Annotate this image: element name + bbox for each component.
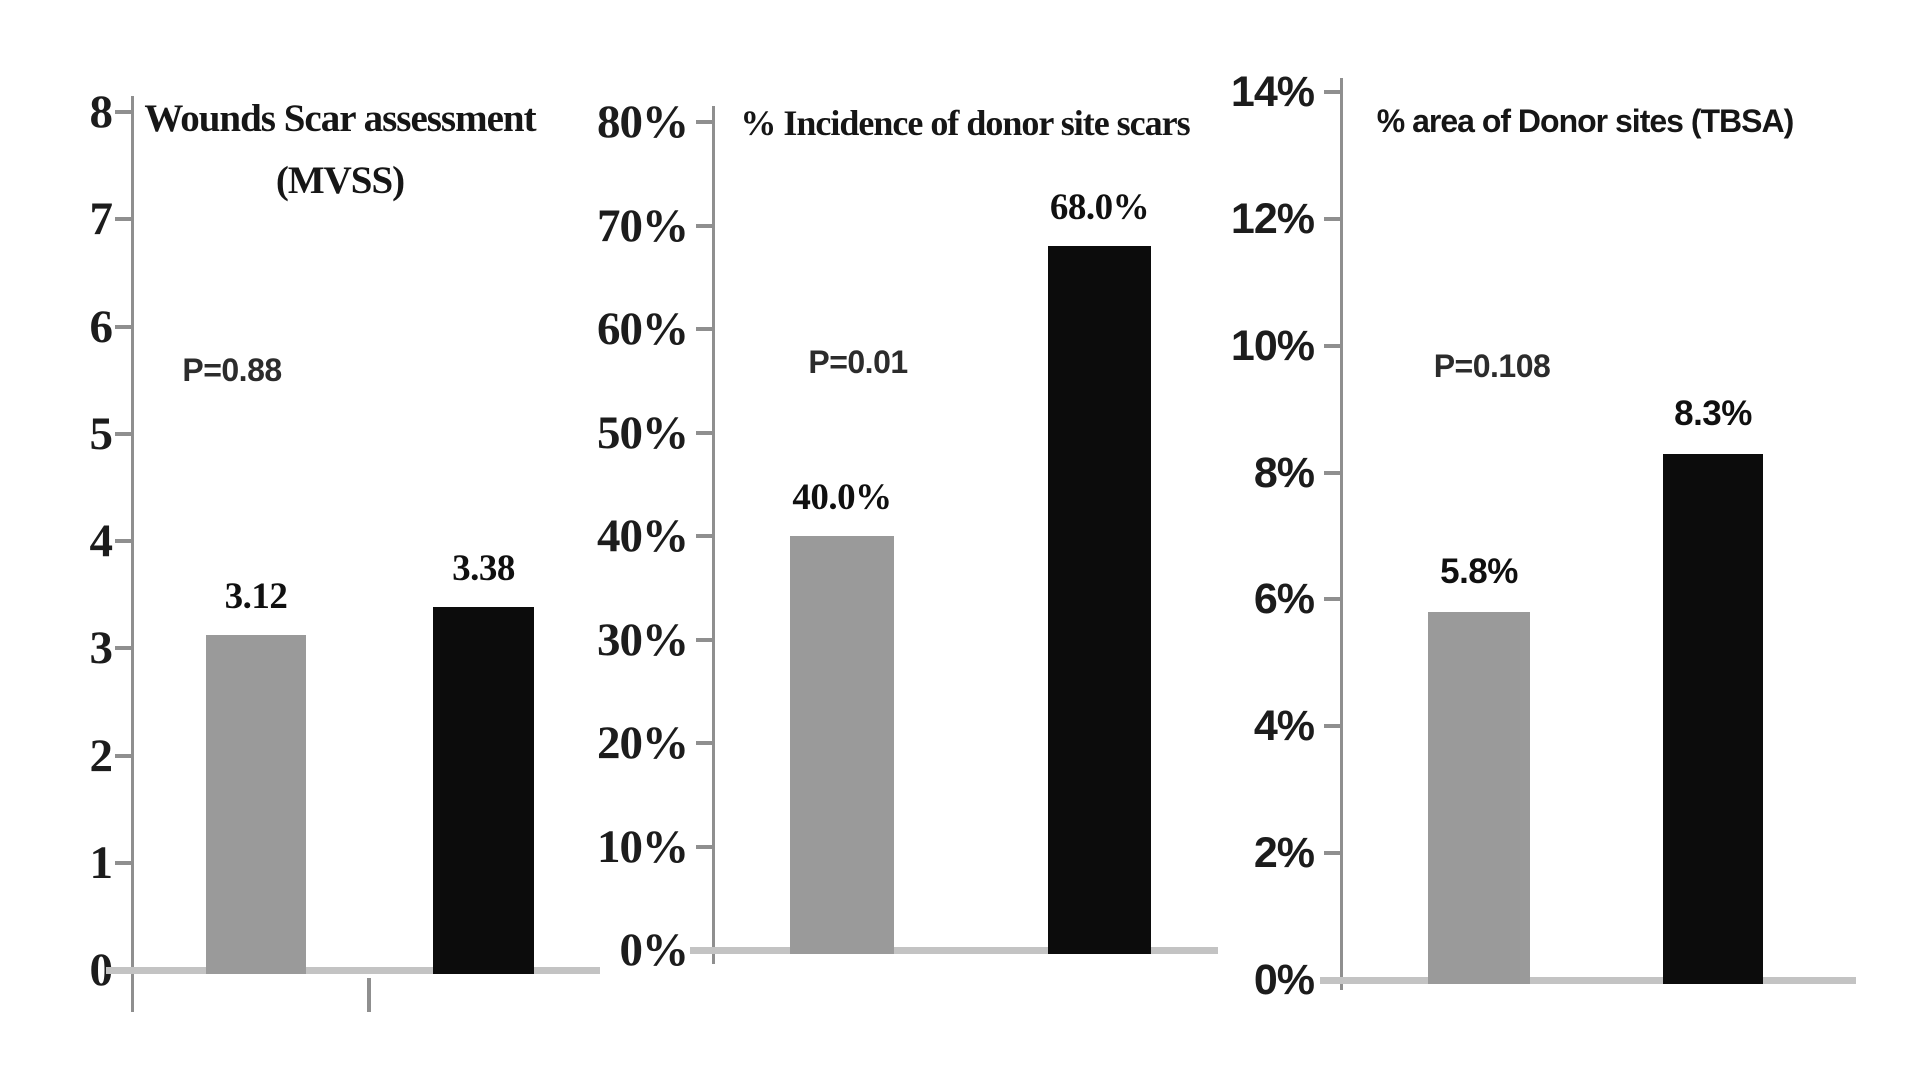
- y-axis-tick: [115, 753, 131, 758]
- y-axis-tick-label: 10%: [597, 820, 689, 873]
- chart-title: Wounds Scar assessment (MVSS): [90, 88, 590, 212]
- y-axis-line: [1340, 78, 1343, 990]
- y-axis-line: [712, 106, 715, 964]
- chart-title-line-1: % Incidence of donor site scars: [740, 103, 1190, 143]
- y-axis-tick-label: 6: [89, 300, 114, 353]
- y-axis-tick: [115, 324, 131, 329]
- bar-group-black: [1048, 246, 1151, 954]
- p-value-label: P=0.88: [182, 352, 282, 388]
- bar-group-black: [1663, 453, 1763, 984]
- y-axis-tick-label: 7: [89, 193, 114, 246]
- y-axis-tick-label: 6%: [1253, 575, 1315, 624]
- y-axis-tick-label: 4: [89, 515, 114, 567]
- y-axis-tick: [696, 741, 712, 745]
- y-axis-tick: [696, 844, 712, 849]
- y-axis-tick: [696, 327, 712, 331]
- y-axis-tick: [115, 539, 131, 543]
- y-axis-tick: [696, 534, 712, 538]
- y-axis-tick-label: 2%: [1253, 829, 1315, 878]
- x-axis-baseline: [106, 967, 600, 974]
- p-value-label: P=0.01: [808, 344, 908, 380]
- y-axis-tick-label: 4%: [1253, 702, 1315, 751]
- bar-group-gray: [1428, 612, 1530, 984]
- y-axis-tick: [1324, 90, 1340, 94]
- y-axis-tick: [1324, 216, 1340, 221]
- y-axis-tick-label: 8%: [1253, 448, 1315, 497]
- y-axis-tick-label: 1: [89, 836, 114, 889]
- bar-value-label: 68.0%: [1049, 187, 1150, 229]
- y-axis-line: [131, 96, 134, 1012]
- y-axis-tick-label: 30%: [597, 613, 689, 666]
- p-value-label: P=0.108: [1433, 348, 1551, 384]
- y-axis-tick-label: 0: [89, 944, 114, 996]
- y-axis-tick-label: 2: [89, 729, 114, 782]
- y-axis-tick: [696, 120, 712, 124]
- y-axis-tick: [115, 217, 131, 222]
- y-axis-tick-label: 20%: [597, 717, 689, 769]
- y-axis-tick-label: 70%: [597, 199, 689, 252]
- y-axis-tick: [1324, 724, 1340, 729]
- y-axis-tick-label: 0%: [1253, 956, 1315, 1004]
- chart-title: % Incidence of donor site scars: [700, 92, 1230, 154]
- y-axis-tick-label: 10%: [1230, 321, 1315, 370]
- x-axis-category-tick: [367, 978, 371, 1012]
- y-axis-tick: [696, 430, 712, 435]
- chart-title-line-1: % area of Donor sites (TBSA): [1376, 103, 1795, 139]
- y-axis-tick: [115, 431, 131, 436]
- chart-title-line-1: Wounds Scar assessment: [144, 97, 536, 140]
- y-axis-tick-label: 40%: [597, 510, 689, 562]
- chart-title-line-2: (MVSS): [275, 159, 405, 202]
- y-axis-tick: [115, 646, 131, 651]
- y-axis-tick-label: 60%: [597, 303, 689, 355]
- y-axis-tick: [1324, 851, 1340, 856]
- x-axis-baseline: [690, 947, 1218, 954]
- y-axis-tick-label: 80%: [597, 96, 689, 148]
- chart-title: % area of Donor sites (TBSA): [1330, 90, 1840, 152]
- y-axis-tick-label: 5: [89, 407, 114, 460]
- y-axis-tick-label: 12%: [1230, 194, 1315, 243]
- y-axis-tick-label: 14%: [1230, 68, 1315, 116]
- bar-group-black: [433, 607, 534, 974]
- bar-value-label: 3.12: [224, 576, 288, 618]
- bar-value-label: 8.3%: [1674, 393, 1752, 433]
- y-axis-tick: [696, 637, 712, 642]
- y-axis-tick: [1324, 343, 1340, 348]
- y-axis-tick-label: 50%: [597, 406, 689, 459]
- bar-value-label: 5.8%: [1440, 552, 1518, 592]
- y-axis-tick-label: 8: [89, 86, 114, 138]
- bar-value-label: 3.38: [452, 548, 515, 590]
- y-axis-tick-label: 0%: [619, 924, 690, 976]
- y-axis-tick-label: 3: [89, 622, 114, 675]
- y-axis-tick: [696, 223, 712, 228]
- y-axis-tick: [115, 860, 131, 865]
- bar-group-gray: [790, 536, 894, 954]
- y-axis-tick: [115, 110, 131, 114]
- x-axis-baseline: [1320, 977, 1856, 984]
- y-axis-tick: [1324, 597, 1340, 602]
- y-axis-tick: [1324, 470, 1340, 475]
- bar-group-gray: [206, 635, 306, 974]
- bar-value-label: 40.0%: [792, 477, 892, 518]
